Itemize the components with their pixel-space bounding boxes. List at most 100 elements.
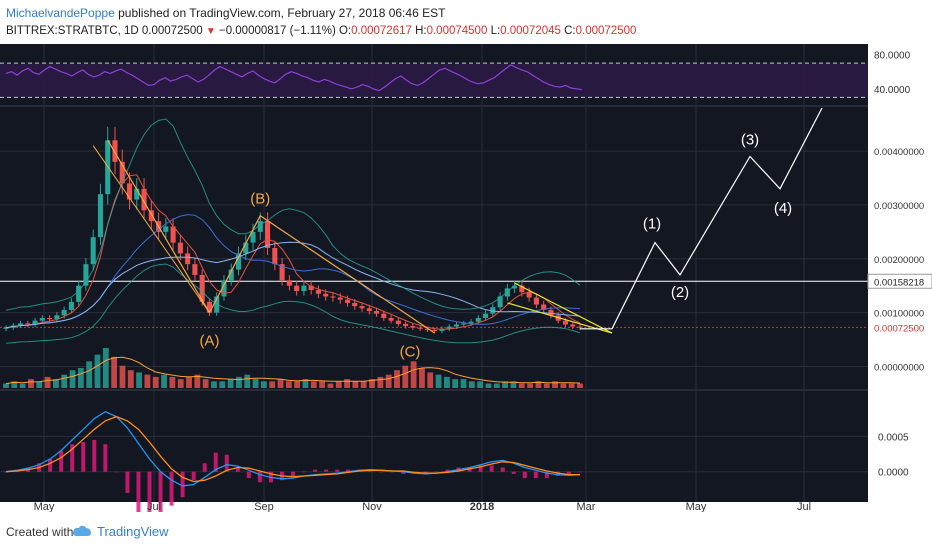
rsi-band-fill	[0, 63, 868, 98]
candle-body	[163, 226, 169, 232]
time-axis-background	[0, 502, 932, 512]
candle-body	[279, 264, 285, 281]
macd-histogram-bar	[291, 471, 295, 476]
wave-label: (A)	[199, 332, 219, 349]
candle-body	[148, 210, 154, 222]
volume-bar	[335, 381, 342, 388]
volume-bar	[435, 374, 442, 388]
down-arrow-icon: ▼	[205, 26, 216, 37]
macd-histogram-bar	[235, 467, 240, 472]
candle-body	[308, 285, 314, 290]
candle-body	[250, 231, 256, 243]
macd-histogram-bar	[224, 454, 229, 472]
volume-bar	[552, 381, 558, 388]
volume-bar	[427, 372, 434, 388]
volume-bar	[485, 383, 492, 388]
volume-bar	[177, 379, 184, 388]
macd-histogram-bar	[103, 444, 108, 472]
macd-histogram-bar	[390, 471, 395, 473]
volume-bar	[219, 381, 226, 388]
volume-bar	[169, 376, 176, 388]
candle-body	[286, 280, 292, 286]
author-link[interactable]: MichaelvandePoppe	[6, 6, 115, 20]
macd-histogram-bar	[533, 471, 538, 479]
macd-tick-label: 0.0005	[878, 432, 909, 443]
price-change: −0.00000817 (−1.11%)	[218, 25, 336, 37]
time-tick-label: Jul	[797, 501, 811, 512]
candle-body	[90, 237, 96, 265]
candle-body	[541, 304, 547, 310]
volume-bar	[527, 383, 533, 388]
volume-bar	[53, 379, 59, 388]
ohlc-line: BITTREX:STRATBTC, 1D 0.00072500 ▼ −0.000…	[6, 25, 636, 37]
time-tick-label: Jul	[147, 501, 161, 512]
candle-body	[403, 323, 409, 327]
volume-bar	[77, 368, 84, 388]
volume-bar	[577, 383, 583, 388]
volume-bar	[394, 370, 400, 388]
close-value: 0.00072500	[575, 25, 637, 37]
close-label: C:	[564, 25, 576, 37]
price-tick-label: 0.00200000	[874, 255, 924, 266]
low-label: L:	[490, 25, 501, 37]
candle-body	[235, 253, 242, 270]
volume-bar	[310, 381, 317, 388]
candle-body	[439, 328, 445, 331]
moving-average-line	[5, 241, 581, 329]
candle-body	[504, 288, 510, 297]
wedge-lower-line	[507, 302, 613, 334]
candle-body	[206, 301, 212, 313]
candle-body	[548, 309, 554, 316]
candle-body	[257, 221, 263, 232]
wave-annotations: (A) (B) (C) (1) (2) (3) (4)	[92, 107, 823, 360]
volume-bar	[502, 381, 509, 388]
volume-bar	[152, 376, 159, 388]
candle-body	[54, 315, 60, 320]
volume-bar	[468, 381, 475, 388]
candle-body	[337, 297, 343, 300]
tradingview-brand[interactable]: TradingView	[97, 524, 169, 539]
volume-bar	[294, 381, 301, 388]
macd-histogram-bar	[59, 450, 64, 472]
candle-body	[272, 248, 278, 265]
macd-histogram-bar	[92, 439, 97, 472]
candle-body	[446, 326, 452, 329]
time-tick-label: May	[34, 501, 55, 512]
candle-body	[68, 301, 74, 310]
abc-wave-line	[92, 145, 210, 313]
candle-body	[17, 323, 24, 326]
volume-bar	[111, 356, 118, 388]
volume-bar	[260, 381, 267, 388]
volume-bar	[568, 383, 575, 388]
price-tick-label: 0.00100000	[874, 309, 924, 320]
volume-bar	[543, 383, 550, 388]
volume-bar	[244, 374, 251, 388]
candle-body	[323, 293, 329, 297]
candle-body	[3, 327, 9, 329]
candle-body	[359, 306, 365, 309]
volume-bar	[194, 374, 201, 388]
volume-bar	[477, 381, 484, 388]
volume-bar	[44, 376, 51, 388]
price-panel	[0, 118, 868, 344]
chart-canvas[interactable]: (A)(B)(C)(1)(2)(3)(4) May Jul Sep Nov 2018 Ma…	[0, 44, 932, 512]
candle-body	[83, 264, 89, 286]
volume-bar	[11, 381, 18, 388]
wave-label: (B)	[250, 191, 270, 208]
plot-background	[0, 44, 868, 502]
macd-histogram-bar	[313, 469, 318, 472]
candle-body	[388, 318, 394, 321]
volume-bar	[344, 379, 350, 388]
candle-body	[315, 290, 321, 294]
volume-bar	[302, 379, 309, 388]
candle-body	[497, 296, 503, 308]
macd-histogram-bar	[467, 467, 472, 472]
macd-histogram-bar	[180, 471, 185, 498]
candle-body	[25, 323, 31, 325]
candle-body	[512, 285, 518, 289]
moving-average-line	[5, 174, 581, 330]
tradingview-logo-icon[interactable]	[72, 524, 92, 538]
candle-body	[126, 183, 133, 200]
time-tick-label: Mar	[577, 501, 596, 512]
volume-bar	[19, 383, 26, 388]
